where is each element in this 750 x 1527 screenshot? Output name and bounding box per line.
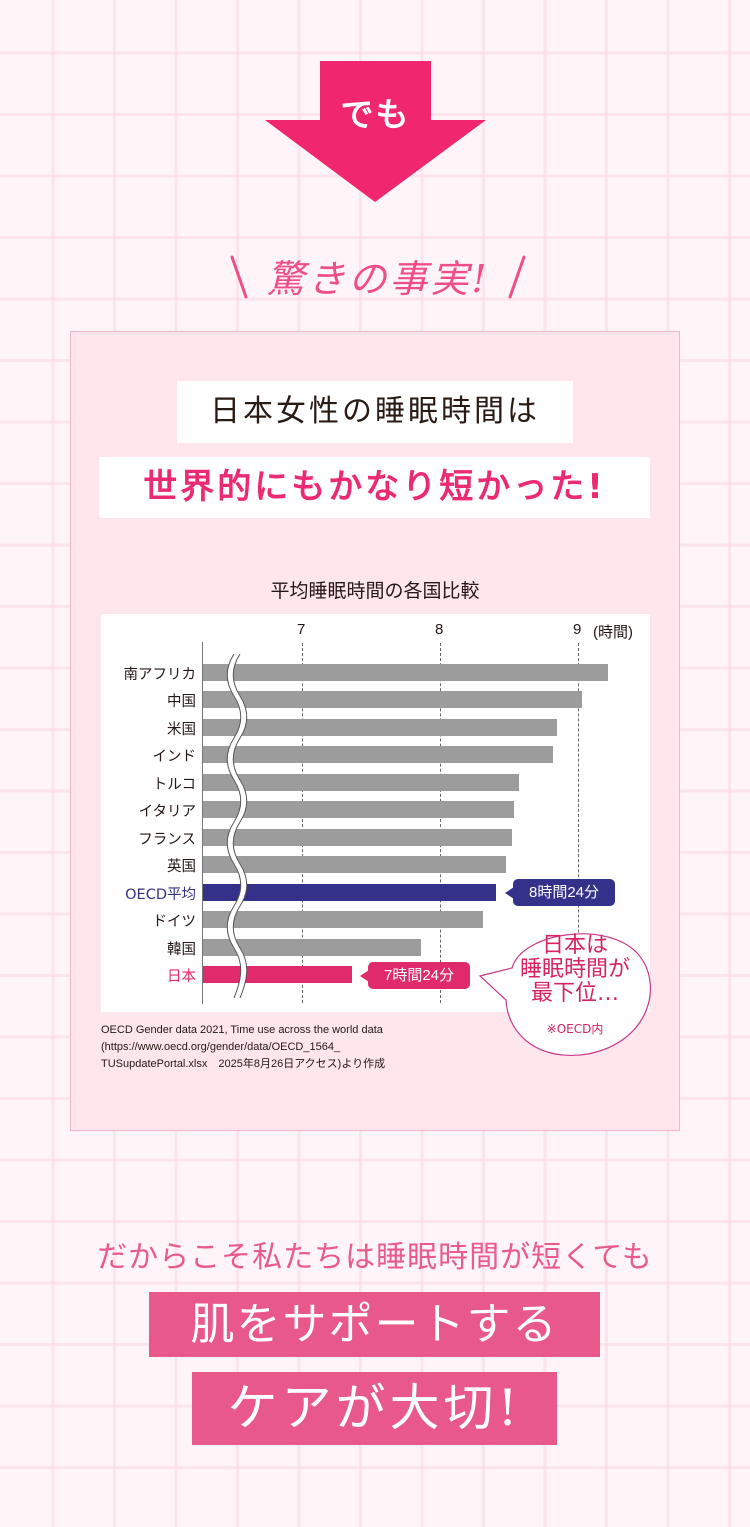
tagline: だからこそ私たちは睡眠時間が短くても bbox=[97, 1240, 653, 1275]
row-label: インド bbox=[152, 749, 197, 765]
speech-bubble-icon bbox=[478, 933, 652, 1056]
x-tick-9: 9 bbox=[573, 621, 582, 638]
emphasis-slashes-icon bbox=[230, 255, 526, 299]
bar-usa bbox=[203, 719, 557, 736]
source-citation: OECD Gender data 2021, Time use across t… bbox=[101, 1022, 501, 1073]
down-arrow-icon bbox=[265, 61, 486, 202]
japan-value-callout: 7時間24分 bbox=[360, 962, 470, 989]
row-label: トルコ bbox=[152, 777, 196, 793]
gridline-9 bbox=[578, 643, 579, 1003]
row-label: 南アフリカ bbox=[123, 667, 197, 683]
surprise-heading: 驚きの事実! bbox=[266, 257, 490, 301]
headline-line-1: 日本女性の睡眠時間は bbox=[177, 381, 573, 443]
gridline-8 bbox=[440, 643, 441, 1003]
bar-turkey bbox=[203, 774, 519, 791]
bubble-line-1: 日本は bbox=[541, 933, 608, 958]
row-label-japan: 日本 bbox=[167, 969, 196, 985]
x-tick-7: 7 bbox=[297, 621, 306, 638]
gridline-7 bbox=[302, 643, 303, 1003]
row-label: イタリア bbox=[138, 804, 196, 820]
arrow-label: でも bbox=[340, 95, 411, 134]
cta-line-1: 肌をサポートする bbox=[149, 1292, 600, 1357]
axis-break-icon bbox=[226, 654, 248, 998]
source-line-2: (https://www.oecd.org/gender/data/OECD_1… bbox=[101, 1041, 341, 1053]
bubble-line-3: 最下位… bbox=[530, 981, 619, 1006]
row-label: 英国 bbox=[167, 859, 196, 875]
bar-france bbox=[203, 829, 512, 846]
headline-line-2: 世界的にもかなり短かった! bbox=[99, 457, 650, 518]
row-label: 韓国 bbox=[167, 942, 196, 958]
bar-korea bbox=[203, 939, 421, 956]
cta-line-2: ケアが大切! bbox=[192, 1372, 557, 1445]
bar-italy bbox=[203, 801, 514, 818]
x-axis-unit: (時間) bbox=[593, 624, 633, 641]
row-label: 米国 bbox=[167, 722, 196, 738]
bar-oecd-average bbox=[203, 884, 496, 901]
bar-china bbox=[203, 691, 582, 708]
bar-india bbox=[203, 746, 553, 763]
row-label: フランス bbox=[138, 832, 196, 848]
source-line-1: OECD Gender data 2021, Time use across t… bbox=[101, 1024, 383, 1036]
bar-germany bbox=[203, 911, 483, 928]
source-line-3: TUSupdatePortal.xlsx 2025年8月26日アクセス)より作成 bbox=[101, 1058, 386, 1070]
row-label-oecd: OECD平均 bbox=[125, 887, 196, 903]
bar-uk bbox=[203, 856, 506, 873]
bubble-message: 日本は 睡眠時間が 最下位… bbox=[500, 934, 650, 1006]
chart-title: 平均睡眠時間の各国比較 bbox=[270, 580, 480, 602]
row-label: 中国 bbox=[167, 694, 196, 710]
bubble-note: ※OECD内 bbox=[546, 1022, 604, 1036]
oecd-value-callout: 8時間24分 bbox=[505, 879, 615, 906]
bubble-line-2: 睡眠時間が bbox=[519, 957, 630, 982]
bar-south-africa bbox=[203, 664, 608, 681]
y-axis-line bbox=[202, 642, 203, 1004]
row-label: ドイツ bbox=[152, 914, 197, 930]
x-tick-8: 8 bbox=[435, 621, 444, 638]
